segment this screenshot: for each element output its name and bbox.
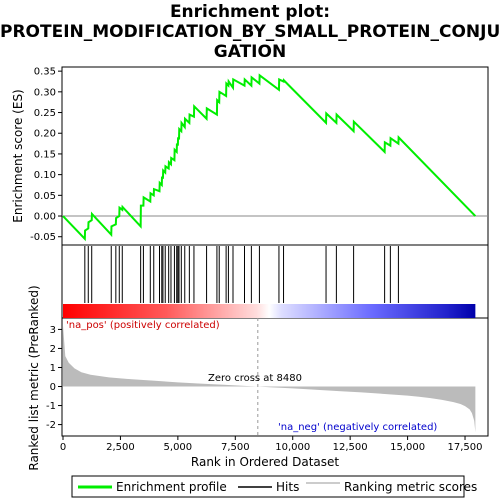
title-line-1: Enrichment plot: xyxy=(169,2,331,22)
es-y-axis-label: Enrichment score (ES) xyxy=(11,89,25,222)
metric-ytick-label: 3 xyxy=(50,325,56,336)
legend-label-hits: Hits xyxy=(276,480,299,494)
metric-ytick-label: -1 xyxy=(46,401,56,412)
es-ytick-label: 0.15 xyxy=(34,149,56,160)
metric-ytick-label: 0 xyxy=(50,382,56,393)
es-ytick-label: 0.20 xyxy=(34,129,56,140)
x-axis-label: Rank in Ordered Dataset xyxy=(191,455,339,469)
es-ytick-label: 0.35 xyxy=(34,67,56,78)
legend-label-metric: Ranking metric scores xyxy=(344,480,477,494)
x-axis: 0 2,500 5,000 7,500 10,000 12,500 15,000 17,500 xyxy=(60,436,483,453)
metric-y-axis-label: Ranked list metric (PreRanked) xyxy=(27,285,41,470)
metric-ytick-label: 1 xyxy=(50,363,56,374)
negative-correlation-label: 'na_neg' (negatively correlated) xyxy=(278,422,437,433)
legend-label-enrichment: Enrichment profile xyxy=(116,480,227,494)
xtick-label: 5,000 xyxy=(164,442,193,453)
es-ytick-label: 0.05 xyxy=(34,191,56,202)
es-ytick-label: 0.25 xyxy=(34,108,56,119)
es-y-axis: -0.05 0.00 0.05 0.10 0.15 0.20 0.25 0.30 0.35 xyxy=(30,67,62,243)
es-ytick-label: -0.05 xyxy=(30,232,56,243)
es-ytick-label: 0.00 xyxy=(34,212,56,223)
metric-y-axis: -2 -1 0 1 2 3 xyxy=(46,325,62,431)
es-ytick-label: 0.10 xyxy=(34,170,56,181)
chart-title: Enrichment plot: PROTEIN_MODIFICATION_BY… xyxy=(0,2,500,62)
xtick-label: 12,500 xyxy=(333,442,368,453)
metric-ytick-label: -2 xyxy=(46,420,56,431)
xtick-label: 15,000 xyxy=(390,442,425,453)
xtick-label: 7,500 xyxy=(221,442,250,453)
enrichment-profile-line xyxy=(62,73,477,242)
hits-marks xyxy=(84,246,399,303)
title-line-3: GATION xyxy=(213,42,287,62)
title-line-2: PROTEIN_MODIFICATION_BY_SMALL_PROTEIN_CO… xyxy=(0,22,500,42)
es-panel-frame xyxy=(61,66,489,246)
rank-color-bar xyxy=(63,304,476,318)
es-ytick-label: 0.30 xyxy=(34,87,56,98)
metric-ytick-label: 2 xyxy=(50,344,56,355)
zero-cross-label: Zero cross at 8480 xyxy=(208,373,302,384)
xtick-label: 0 xyxy=(60,442,66,453)
xtick-label: 10,000 xyxy=(275,442,310,453)
xtick-label: 2,500 xyxy=(106,442,135,453)
positive-correlation-label: 'na_pos' (positively correlated) xyxy=(66,320,220,331)
xtick-label: 17,500 xyxy=(448,442,483,453)
